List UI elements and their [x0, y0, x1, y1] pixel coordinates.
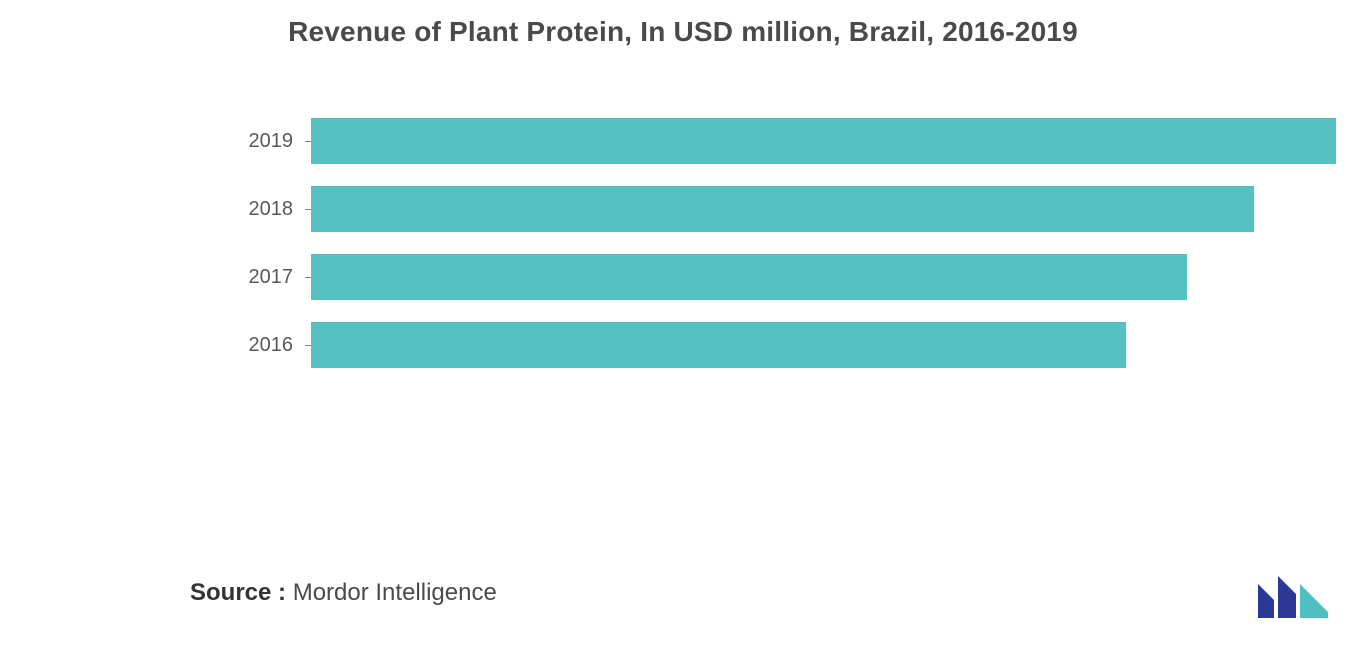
logo-shape-blue-2 — [1278, 576, 1296, 618]
bar-row: 2017 — [245, 254, 1336, 300]
bar — [311, 186, 1254, 232]
bar-track — [311, 254, 1336, 300]
bar-track — [311, 322, 1336, 368]
chart-title: Revenue of Plant Protein, In USD million… — [10, 16, 1356, 48]
source-label: Source : — [190, 579, 286, 606]
y-axis-label: 2016 — [245, 334, 305, 357]
bar-row: 2018 — [245, 186, 1336, 232]
mordor-logo-icon — [1256, 570, 1336, 620]
bar — [311, 254, 1187, 300]
bar-track — [311, 186, 1336, 232]
bar-row: 2019 — [245, 118, 1336, 164]
y-axis-label: 2019 — [245, 130, 305, 153]
source-line: Source : Mordor Intelligence — [190, 579, 497, 607]
bar-row: 2016 — [245, 322, 1336, 368]
bar — [311, 118, 1336, 164]
logo-shape-teal — [1300, 584, 1328, 618]
source-text: Mordor Intelligence — [293, 579, 497, 606]
bar — [311, 322, 1126, 368]
chart-container: Revenue of Plant Protein, In USD million… — [0, 0, 1366, 655]
y-axis-label: 2017 — [245, 266, 305, 289]
logo-shape-blue-1 — [1258, 584, 1274, 618]
plot-area: 2019 2018 2017 2016 — [245, 118, 1336, 428]
y-axis-label: 2018 — [245, 198, 305, 221]
bar-track — [311, 118, 1336, 164]
